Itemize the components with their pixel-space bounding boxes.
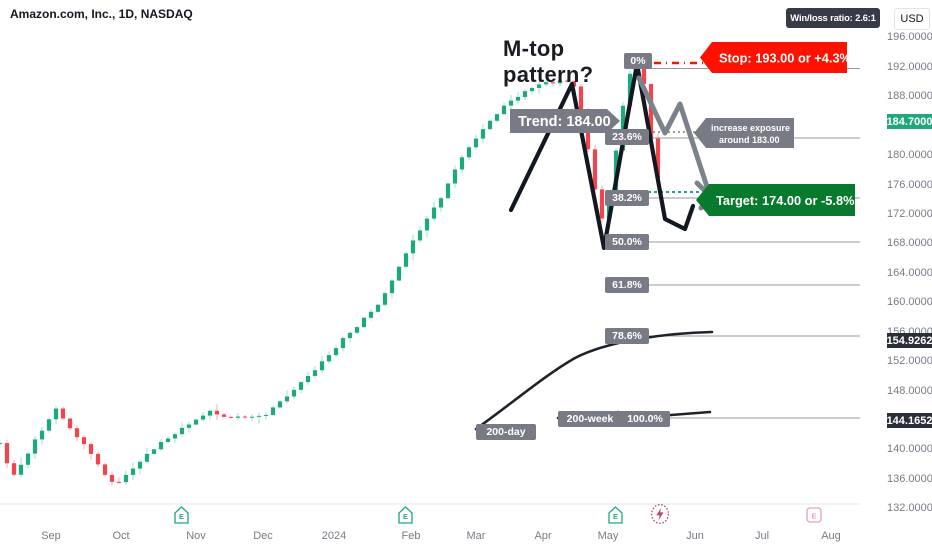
- svg-text:E: E: [613, 512, 618, 521]
- svg-text:E: E: [403, 512, 408, 521]
- svg-text:E: E: [811, 512, 816, 521]
- svg-text:E: E: [179, 512, 184, 521]
